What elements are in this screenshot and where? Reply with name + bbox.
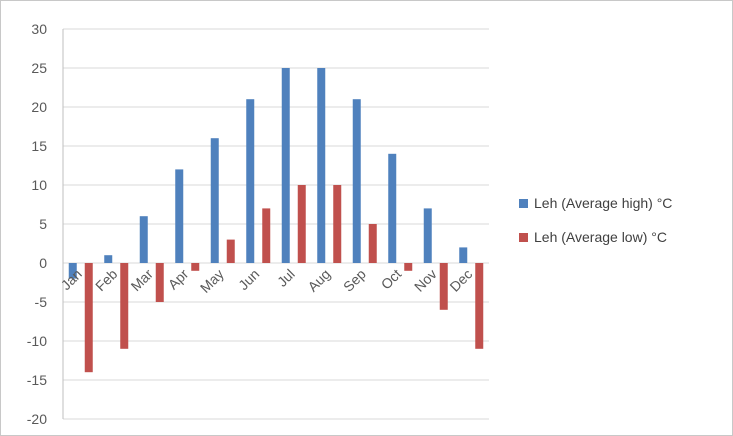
x-category-label: Jul	[274, 266, 298, 290]
bar-average-high	[388, 153, 397, 263]
gridlines	[63, 28, 489, 420]
legend-label-high: Leh (Average high) °C	[534, 195, 672, 211]
legend-swatch-low	[519, 233, 528, 242]
bar-average-low	[262, 208, 271, 263]
x-category-label: Jun	[235, 266, 262, 293]
y-tick-label: 10	[31, 177, 47, 193]
bar-average-high	[68, 263, 77, 279]
legend-swatch-high	[519, 199, 528, 208]
x-category-label: Sep	[340, 266, 369, 295]
bar-average-low	[404, 263, 413, 271]
x-category-label: Apr	[165, 266, 192, 293]
x-category-label: Nov	[411, 266, 440, 295]
y-tick-label: -20	[27, 411, 47, 427]
bars	[68, 68, 484, 373]
bar-average-high	[459, 247, 468, 263]
bar-average-low	[84, 263, 93, 373]
bar-average-high	[104, 255, 113, 263]
y-tick-label: -15	[27, 372, 47, 388]
y-tick-label: -5	[35, 294, 48, 310]
y-tick-label: 25	[31, 60, 47, 76]
bar-average-low	[297, 185, 306, 263]
y-tick-labels: -20 -15 -10 -5 0 5 10 15 20 25 30	[27, 21, 47, 427]
x-category-label: Oct	[378, 266, 405, 293]
bar-average-high	[352, 99, 361, 263]
x-category-label: Dec	[446, 266, 475, 295]
bar-average-low	[120, 263, 129, 349]
y-tick-label: 0	[39, 255, 47, 271]
bar-average-low	[333, 185, 342, 263]
y-tick-label: 15	[31, 138, 47, 154]
bar-average-low	[368, 224, 377, 263]
x-category-label: Aug	[304, 266, 333, 295]
y-tick-label: -10	[27, 333, 47, 349]
bar-average-low	[439, 263, 448, 310]
bar-average-high	[139, 216, 148, 263]
x-category-label: Jan	[58, 266, 85, 293]
legend: Leh (Average high) °C Leh (Average low) …	[519, 195, 672, 245]
bar-average-low	[191, 263, 200, 271]
bar-average-high	[246, 99, 255, 263]
y-tick-label: 30	[31, 21, 47, 37]
bar-average-low	[475, 263, 484, 349]
bar-average-high	[175, 169, 184, 263]
bar-average-high	[423, 208, 432, 263]
bar-average-high	[317, 68, 326, 263]
legend-label-low: Leh (Average low) °C	[534, 229, 667, 245]
x-category-label: Mar	[127, 266, 156, 295]
bar-average-low	[226, 239, 235, 263]
x-category-label: May	[197, 266, 227, 296]
y-tick-label: 5	[39, 216, 47, 232]
x-category-label: Feb	[92, 266, 121, 295]
bar-average-high	[281, 68, 290, 263]
bar-average-high	[210, 138, 219, 263]
y-tick-label: 20	[31, 99, 47, 115]
bar-average-low	[155, 263, 164, 302]
